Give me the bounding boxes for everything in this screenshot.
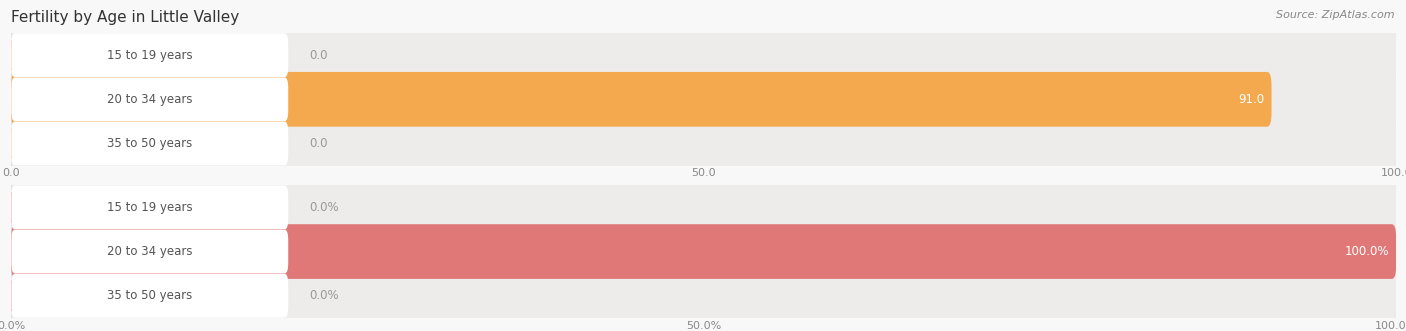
FancyBboxPatch shape [11, 224, 1396, 279]
Text: 35 to 50 years: 35 to 50 years [107, 289, 193, 302]
FancyBboxPatch shape [11, 25, 1396, 85]
Text: 20 to 34 years: 20 to 34 years [107, 245, 193, 258]
FancyBboxPatch shape [11, 224, 1396, 279]
Text: 35 to 50 years: 35 to 50 years [107, 137, 193, 150]
FancyBboxPatch shape [11, 230, 288, 273]
Circle shape [7, 281, 15, 310]
FancyBboxPatch shape [11, 121, 288, 165]
Circle shape [7, 237, 15, 266]
Text: 91.0: 91.0 [1239, 93, 1264, 106]
Text: 0.0: 0.0 [309, 49, 328, 62]
Text: 0.0%: 0.0% [309, 201, 339, 214]
Text: 15 to 19 years: 15 to 19 years [107, 49, 193, 62]
Text: Source: ZipAtlas.com: Source: ZipAtlas.com [1277, 10, 1395, 20]
FancyBboxPatch shape [11, 28, 1396, 82]
FancyBboxPatch shape [11, 186, 288, 229]
Text: 0.0: 0.0 [309, 137, 328, 150]
FancyBboxPatch shape [11, 178, 1396, 237]
FancyBboxPatch shape [11, 77, 288, 121]
Circle shape [7, 193, 15, 222]
FancyBboxPatch shape [11, 180, 1396, 235]
Circle shape [7, 41, 15, 70]
Circle shape [7, 129, 15, 158]
FancyBboxPatch shape [11, 222, 1396, 281]
Text: 20 to 34 years: 20 to 34 years [107, 93, 193, 106]
FancyBboxPatch shape [11, 72, 1396, 127]
FancyBboxPatch shape [11, 266, 1396, 325]
FancyBboxPatch shape [11, 72, 1271, 127]
Text: Fertility by Age in Little Valley: Fertility by Age in Little Valley [11, 10, 239, 25]
Text: 100.0%: 100.0% [1344, 245, 1389, 258]
Text: 0.0%: 0.0% [309, 289, 339, 302]
FancyBboxPatch shape [11, 116, 1396, 171]
FancyBboxPatch shape [11, 33, 288, 77]
FancyBboxPatch shape [11, 268, 1396, 323]
Circle shape [7, 85, 15, 114]
FancyBboxPatch shape [11, 70, 1396, 129]
FancyBboxPatch shape [11, 114, 1396, 173]
Text: 15 to 19 years: 15 to 19 years [107, 201, 193, 214]
FancyBboxPatch shape [11, 274, 288, 317]
